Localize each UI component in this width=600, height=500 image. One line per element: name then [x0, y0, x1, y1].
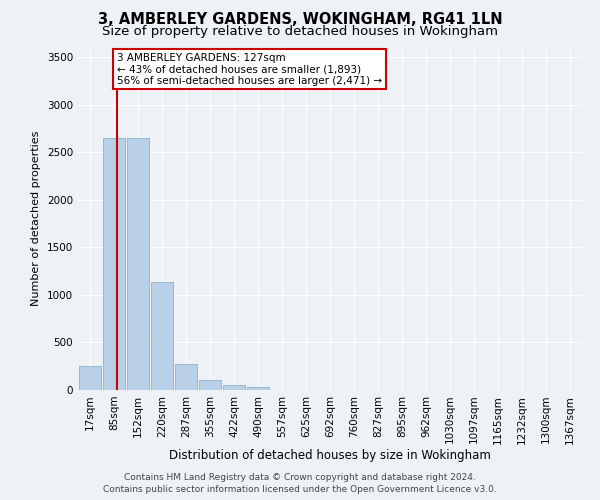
X-axis label: Distribution of detached houses by size in Wokingham: Distribution of detached houses by size …	[169, 449, 491, 462]
Bar	[175, 364, 197, 390]
Text: Contains HM Land Registry data © Crown copyright and database right 2024.
Contai: Contains HM Land Registry data © Crown c…	[103, 473, 497, 494]
Text: 3 AMBERLEY GARDENS: 127sqm
← 43% of detached houses are smaller (1,893)
56% of s: 3 AMBERLEY GARDENS: 127sqm ← 43% of deta…	[117, 52, 382, 86]
Bar	[223, 385, 245, 390]
Bar	[151, 282, 173, 390]
Text: 3, AMBERLEY GARDENS, WOKINGHAM, RG41 1LN: 3, AMBERLEY GARDENS, WOKINGHAM, RG41 1LN	[98, 12, 502, 28]
Text: Size of property relative to detached houses in Wokingham: Size of property relative to detached ho…	[102, 25, 498, 38]
Bar	[127, 138, 149, 390]
Bar	[103, 138, 125, 390]
Bar	[199, 380, 221, 390]
Bar	[79, 366, 101, 390]
Bar	[247, 387, 269, 390]
Y-axis label: Number of detached properties: Number of detached properties	[31, 131, 41, 306]
